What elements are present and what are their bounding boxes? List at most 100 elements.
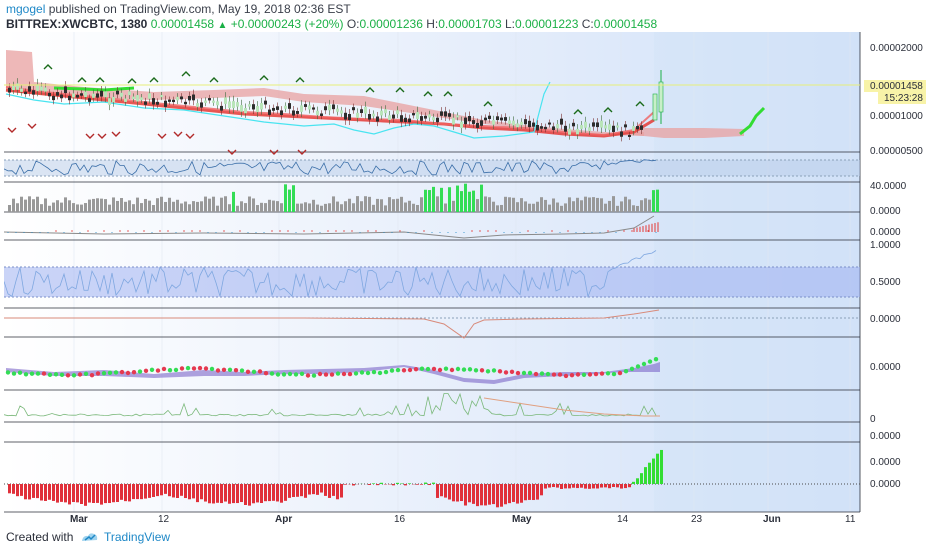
pane-7-dot — [203, 366, 209, 371]
volume-bar — [524, 201, 527, 212]
candle-body — [332, 104, 335, 110]
volume-bar — [640, 200, 643, 212]
volume-bar — [204, 196, 207, 212]
candle-body — [252, 104, 255, 110]
pane-9-bar — [228, 484, 231, 504]
volume-bar — [276, 201, 279, 212]
pane-9-bar — [400, 483, 403, 484]
pane-9-bar — [252, 484, 255, 504]
volume-bar — [580, 200, 583, 212]
volume-bar — [104, 199, 107, 212]
pane-9-bar — [32, 484, 35, 498]
candle-body — [40, 86, 43, 91]
candle-body — [380, 110, 383, 116]
candle-body — [28, 86, 31, 92]
volume-bar — [180, 203, 183, 212]
candle-body — [528, 120, 531, 128]
up-arrow-icon — [95, 77, 105, 83]
pane-9-bar — [564, 484, 567, 489]
volume-bar — [184, 201, 187, 212]
volume-bar — [172, 201, 175, 212]
pane-7-dot — [29, 371, 35, 376]
candle-body — [264, 100, 267, 105]
volume-bar — [48, 205, 51, 212]
pane-7-dot — [95, 371, 101, 376]
pane-9-bar — [600, 484, 603, 488]
candle-body — [24, 91, 27, 95]
pane-5[interactable] — [4, 250, 860, 299]
candle-body — [276, 106, 279, 110]
pane-7-dot — [323, 372, 329, 377]
pane-9-bar — [216, 484, 219, 503]
pane-6[interactable] — [4, 309, 860, 339]
candle-body — [640, 125, 643, 130]
volume-bar — [576, 197, 579, 212]
pane-8[interactable] — [4, 392, 660, 417]
pane-7-dot — [383, 369, 389, 375]
pane-7-dot — [101, 371, 107, 376]
pane-9[interactable] — [4, 449, 860, 508]
volume-bar — [256, 205, 259, 212]
pane-2[interactable] — [4, 159, 860, 177]
time-label-may: May — [512, 514, 532, 525]
pane-9-bar — [480, 484, 483, 506]
candle-body — [400, 115, 403, 122]
candle-body — [352, 107, 355, 111]
time-label-14: 14 — [617, 514, 629, 525]
symbol-label[interactable]: BITTREX:XWCBTC, 1380 — [6, 17, 148, 31]
tradingview-brand-link[interactable]: TradingView — [104, 530, 171, 544]
candle-body — [192, 94, 195, 101]
tradingview-logo-icon[interactable] — [80, 529, 100, 545]
pane-9-bar — [260, 484, 263, 503]
pane-2-band — [4, 160, 860, 176]
pane-7-dot — [251, 369, 257, 374]
chart-area[interactable]: 0.00002000 0.00001000 0.00000500 0.00001… — [4, 32, 928, 525]
volume-bar — [500, 204, 503, 212]
future-green-line — [739, 106, 766, 136]
candle-body — [140, 97, 143, 100]
candle-body — [304, 104, 307, 107]
pane-7-dot — [311, 373, 317, 378]
pane-9-bar — [504, 484, 507, 505]
volume-bar — [624, 196, 627, 212]
volume-bar — [100, 198, 103, 212]
candle-body — [500, 117, 503, 121]
pane-9-bar — [224, 484, 227, 502]
pane-7-dot — [359, 370, 365, 375]
price-label-3: 0.00000500 — [870, 146, 923, 157]
pane-4[interactable] — [4, 215, 659, 239]
volume-bar — [192, 201, 195, 212]
candle-body — [208, 98, 211, 101]
pane-9-bar — [204, 484, 207, 502]
volume-bar — [636, 205, 639, 212]
chart-canvas[interactable]: 0.00002000 0.00001000 0.00000500 0.00001… — [4, 32, 928, 525]
candle-body — [620, 131, 623, 137]
volume-bar — [540, 197, 543, 212]
pane-7-dot — [653, 357, 659, 362]
volume-bar — [396, 198, 399, 212]
volume-bar — [40, 204, 43, 212]
pane-7-dot — [539, 371, 545, 376]
pane-9-bar — [500, 484, 503, 507]
pane-7[interactable] — [5, 357, 660, 384]
time-label-16: 16 — [394, 514, 406, 525]
pane-7-dot — [239, 368, 245, 373]
ohlc-high-label: H: — [426, 17, 439, 31]
volume-bar — [136, 197, 139, 212]
time-axis[interactable]: Mar 12 Apr 16 May 14 23 Jun 11 — [70, 514, 856, 525]
pane-7-dot — [53, 372, 59, 377]
pane-7-dot — [185, 365, 191, 371]
candle-body — [160, 95, 163, 98]
pane-9-bar — [472, 484, 475, 504]
pane-7-dot — [353, 371, 359, 376]
price-pane[interactable] — [4, 50, 860, 155]
pane-9-bar — [644, 467, 647, 484]
volume-bar — [196, 201, 199, 212]
author-link[interactable]: mgogel — [6, 2, 46, 16]
volume-bar — [116, 200, 119, 212]
pane-7-dot — [431, 366, 437, 372]
candle-body — [512, 120, 515, 126]
pane-9-bar — [620, 484, 623, 489]
pane-9-bar — [660, 449, 663, 484]
price-axis[interactable]: 0.00002000 0.00001000 0.00000500 0.00001… — [864, 43, 926, 490]
